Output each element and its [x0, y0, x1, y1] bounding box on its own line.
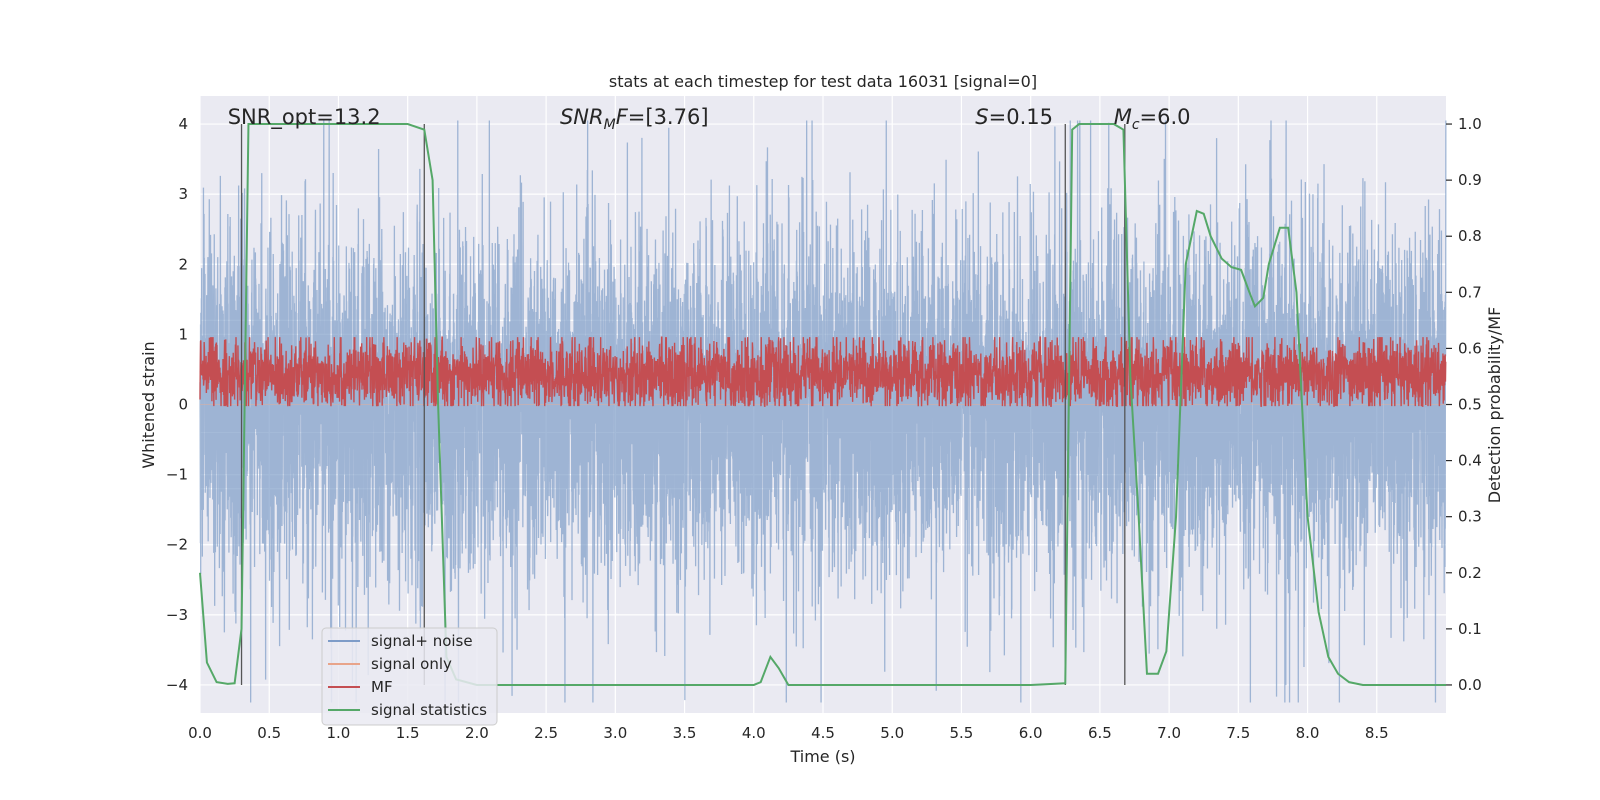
- y2-tick-label-3: 0.3: [1458, 508, 1482, 526]
- y2-tick-label-10: 1.0: [1458, 115, 1482, 133]
- y2-tick-label-5: 0.5: [1458, 396, 1482, 414]
- legend-label-signal-noise: signal+ noise: [371, 632, 473, 650]
- y2-tick-label-7: 0.7: [1458, 283, 1482, 301]
- x-tick-label-7: 3.5: [673, 724, 697, 742]
- x-tick-label-14: 7.0: [1157, 724, 1181, 742]
- x-tick-label-10: 5.0: [880, 724, 904, 742]
- y2-tick-label-6: 0.6: [1458, 339, 1482, 357]
- y2-tick-label-9: 0.9: [1458, 171, 1482, 189]
- legend-label-signal-only: signal only: [371, 655, 452, 673]
- x-tick-label-3: 1.5: [396, 724, 420, 742]
- y-tick-label-2: −2: [166, 536, 188, 554]
- x-tick-label-1: 0.5: [257, 724, 281, 742]
- legend-label-signal-statistics: signal statistics: [371, 701, 487, 719]
- y2-tick-label-0: 0.0: [1458, 676, 1482, 694]
- y2-axis-ticks: 0.0 0.1 0.2 0.3 0.4 0.5 0.6 0.7 0.8 0.9 1.0: [1446, 115, 1482, 694]
- x-tick-label-17: 8.5: [1365, 724, 1389, 742]
- y-axis-ticks: −4 −3 −2 −1 0 1 2 3 4: [166, 115, 188, 694]
- x-tick-label-2: 1.0: [327, 724, 351, 742]
- x-axis-ticks: 0.0 0.5 1.0 1.5 2.0 2.5 3.0 3.5 4.0 4.5 5.0 5.5 6.0 6…: [188, 724, 1389, 742]
- legend-box: [321, 627, 498, 726]
- annotation-snr-opt: SNR_opt=13.2: [228, 105, 381, 130]
- mf-line: [199, 336, 1447, 407]
- y-tick-label-8: 4: [178, 115, 188, 133]
- x-tick-label-15: 7.5: [1226, 724, 1250, 742]
- x-tick-label-11: 5.5: [950, 724, 974, 742]
- legend: signal+ noise signal only MF signal stat…: [321, 627, 498, 726]
- annotations: SNR_opt=13.2 SNRMF=[3.76] S=0.15 Mc=6.0: [228, 105, 1191, 133]
- y-tick-label-6: 2: [178, 255, 188, 273]
- y-tick-label-5: 1: [178, 325, 188, 343]
- series-mf: [199, 336, 1447, 407]
- annotation-snr-mf: SNRMF=[3.76]: [560, 105, 709, 133]
- series-signal-statistics: [199, 123, 1446, 686]
- x-tick-label-12: 6.0: [1019, 724, 1043, 742]
- y-axis-label: Whitened strain: [139, 341, 158, 468]
- y2-tick-label-8: 0.8: [1458, 227, 1482, 245]
- x-axis-label: Time (s): [789, 747, 855, 766]
- annotation-mc-value: Mc=6.0: [1114, 105, 1191, 133]
- x-tick-label-13: 6.5: [1088, 724, 1112, 742]
- signal-statistics-line: [199, 123, 1446, 686]
- x-tick-label-0: 0.0: [188, 724, 212, 742]
- y-tick-label-1: −3: [166, 606, 188, 624]
- y2-tick-label-4: 0.4: [1458, 452, 1482, 470]
- x-tick-label-6: 3.0: [603, 724, 627, 742]
- y-tick-label-7: 3: [178, 185, 188, 203]
- x-tick-label-9: 4.5: [811, 724, 835, 742]
- x-tick-label-16: 8.0: [1296, 724, 1320, 742]
- y2-tick-label-1: 0.1: [1458, 620, 1482, 638]
- y-tick-label-3: −1: [166, 466, 188, 484]
- x-tick-label-4: 2.0: [465, 724, 489, 742]
- chart-title: stats at each timestep for test data 160…: [609, 72, 1037, 91]
- annotation-s-value: S=0.15: [975, 105, 1053, 129]
- legend-label-mf: MF: [371, 678, 393, 696]
- x-tick-label-8: 4.0: [742, 724, 766, 742]
- y-tick-label-0: −4: [166, 676, 188, 694]
- y2-axis-label: Detection probability/MF: [1485, 307, 1504, 504]
- y-tick-label-4: 0: [178, 396, 188, 414]
- x-tick-label-5: 2.5: [534, 724, 558, 742]
- y2-tick-label-2: 0.2: [1458, 564, 1482, 582]
